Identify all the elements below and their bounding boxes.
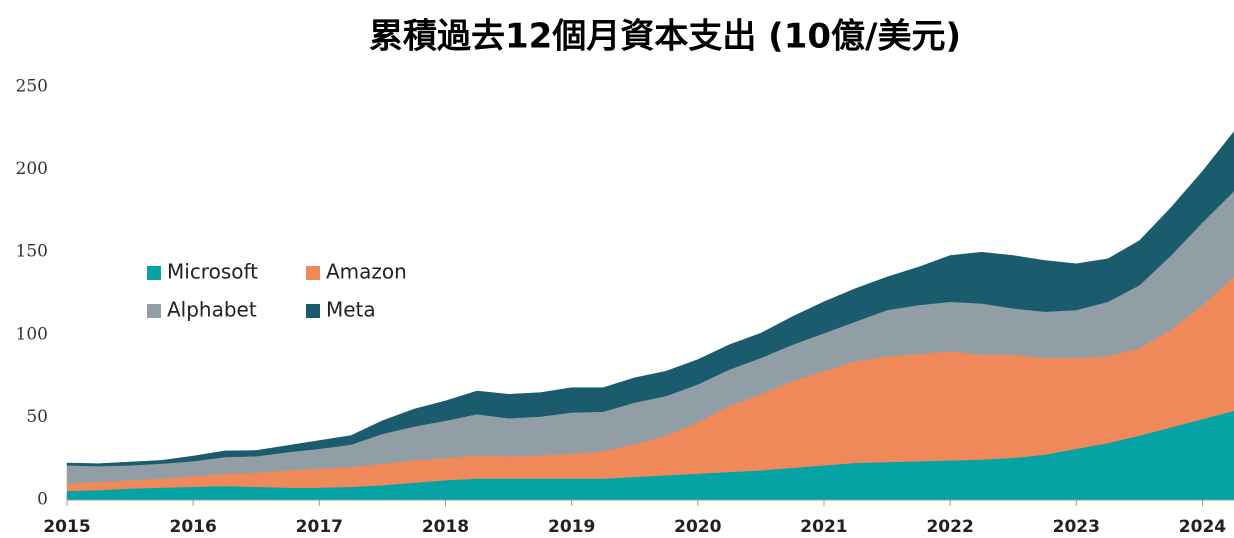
area [66, 131, 1234, 467]
x-tick-label: 2022 [926, 517, 973, 537]
y-tick-label: 200 [16, 159, 48, 179]
chart-title: 累積過去12個月資本支出 (10億/美元) [369, 17, 961, 57]
y-tick-label: 0 [37, 490, 48, 510]
y-tick-label: 100 [16, 324, 48, 344]
x-tick-label: 2018 [422, 517, 469, 537]
x-tick-label: 2016 [169, 517, 216, 537]
x-tick-label: 2019 [548, 517, 595, 537]
legend-swatch [306, 266, 320, 280]
legend-label: Meta [326, 298, 376, 322]
y-tick-label: 250 [16, 77, 48, 97]
x-tick-label: 2024 [1179, 517, 1226, 537]
legend-swatch [147, 304, 161, 318]
x-tick-label: 2020 [674, 517, 721, 537]
legend-label: Alphabet [167, 298, 257, 322]
legend-label: Microsoft [167, 260, 258, 284]
x-tick-label: 2021 [800, 517, 847, 537]
legend-swatch [147, 266, 161, 280]
x-tick-label: 2015 [43, 517, 90, 537]
y-tick-label: 150 [16, 242, 48, 262]
y-tick-label: 50 [26, 407, 48, 427]
legend-swatch [306, 304, 320, 318]
x-tick-label: 2023 [1053, 517, 1100, 537]
x-tick-label: 2017 [296, 517, 343, 537]
legend-label: Amazon [326, 260, 407, 284]
